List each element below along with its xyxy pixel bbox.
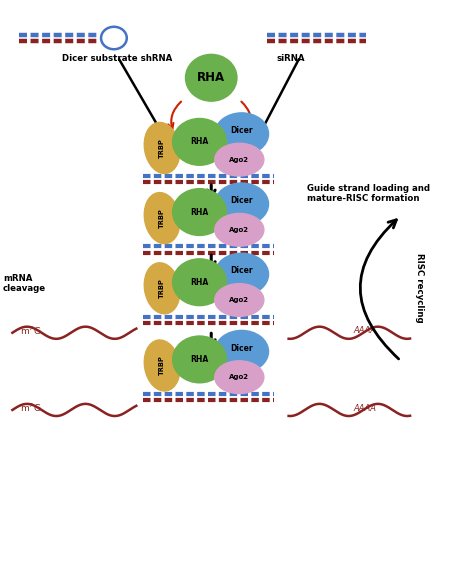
Ellipse shape: [144, 263, 180, 314]
Ellipse shape: [215, 143, 264, 176]
Text: RHA: RHA: [190, 355, 209, 364]
Ellipse shape: [215, 214, 264, 246]
Text: mRNA
cleavage: mRNA cleavage: [3, 274, 46, 293]
Ellipse shape: [173, 336, 226, 383]
Text: AAAA: AAAA: [354, 404, 377, 413]
Text: Dicer: Dicer: [230, 126, 253, 135]
Ellipse shape: [215, 113, 269, 155]
Text: m$^7$G: m$^7$G: [20, 402, 42, 415]
Ellipse shape: [173, 118, 226, 165]
Text: Ago2: Ago2: [230, 297, 249, 303]
Text: Dicer substrate shRNA: Dicer substrate shRNA: [62, 54, 172, 63]
Ellipse shape: [215, 183, 269, 225]
Text: m$^7$G: m$^7$G: [20, 325, 42, 337]
Ellipse shape: [144, 340, 180, 391]
Text: RHA: RHA: [190, 278, 209, 287]
Text: Guide strand loading and
mature-RISC formation: Guide strand loading and mature-RISC for…: [307, 184, 430, 203]
Text: RHA: RHA: [190, 207, 209, 216]
Ellipse shape: [144, 192, 180, 244]
Text: Dicer: Dicer: [230, 267, 253, 275]
Text: RHA: RHA: [190, 138, 209, 146]
Ellipse shape: [185, 54, 237, 101]
Ellipse shape: [215, 331, 269, 372]
Text: RHA: RHA: [197, 71, 225, 85]
Ellipse shape: [215, 253, 269, 295]
Text: Dicer: Dicer: [230, 344, 253, 353]
Text: TRBP: TRBP: [159, 279, 165, 298]
Text: TRBP: TRBP: [159, 208, 165, 228]
Text: AAAA: AAAA: [354, 327, 377, 335]
Text: Dicer: Dicer: [230, 196, 253, 206]
Ellipse shape: [173, 259, 226, 305]
Text: siRNA: siRNA: [277, 54, 305, 63]
Text: Ago2: Ago2: [230, 156, 249, 163]
Ellipse shape: [215, 284, 264, 316]
Text: Ago2: Ago2: [230, 227, 249, 233]
Text: Ago2: Ago2: [230, 374, 249, 380]
Text: TRBP: TRBP: [159, 356, 165, 375]
Text: TRBP: TRBP: [159, 138, 165, 158]
Ellipse shape: [215, 361, 264, 393]
Ellipse shape: [173, 188, 226, 235]
Ellipse shape: [144, 122, 180, 174]
Text: RISC recycling: RISC recycling: [415, 254, 424, 323]
